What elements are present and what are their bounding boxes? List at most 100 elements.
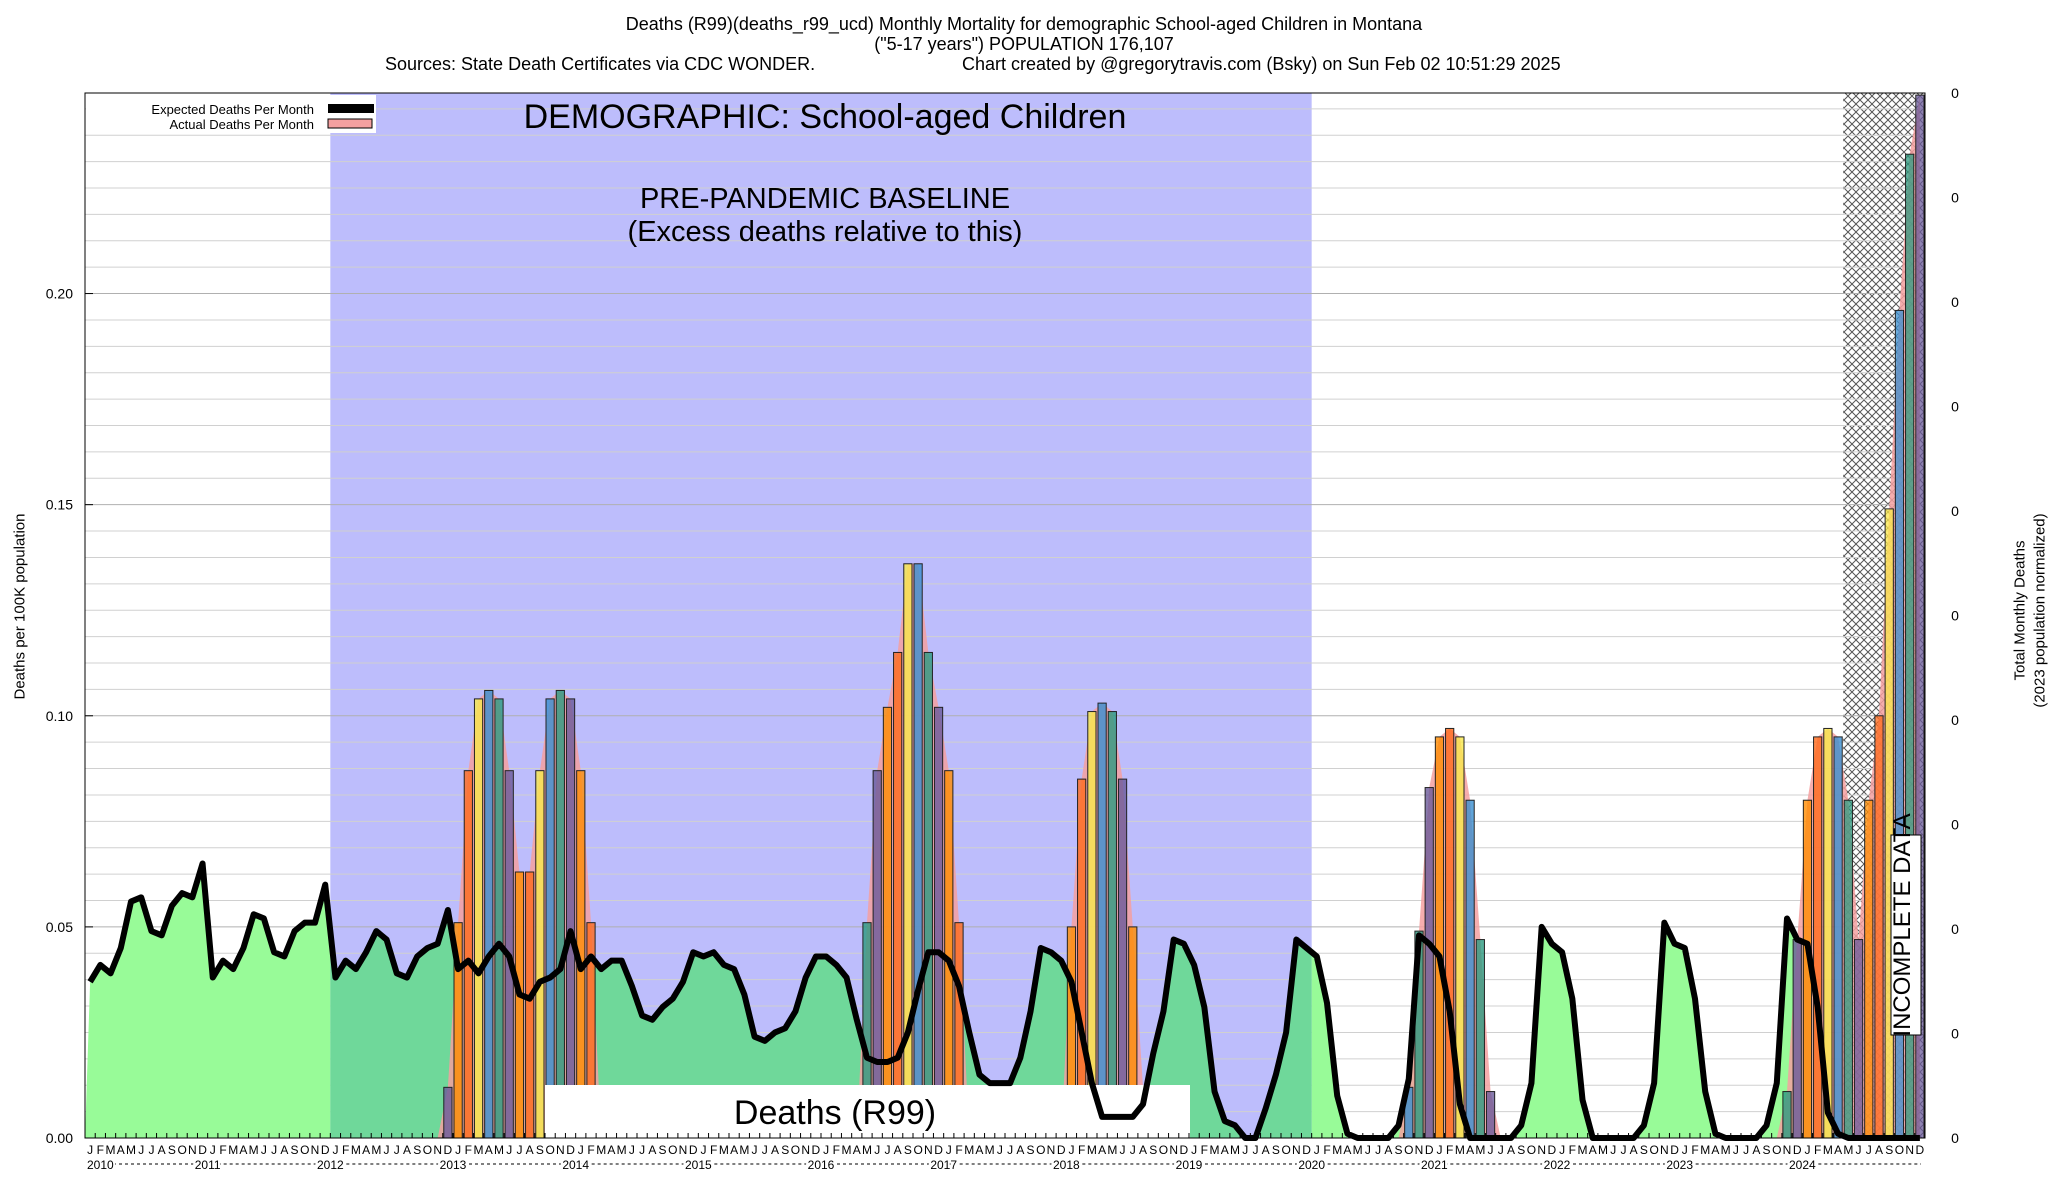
demographic-label: DEMOGRAPHIC: School-aged Children xyxy=(524,98,1127,136)
x-month-label: M xyxy=(1230,1143,1240,1157)
x-month-label: M xyxy=(371,1143,381,1157)
x-month-label: O xyxy=(423,1143,432,1157)
x-month-label: A xyxy=(1016,1143,1024,1157)
x-month-label: N xyxy=(1783,1143,1792,1157)
x-month-label: J xyxy=(752,1143,758,1157)
x-month-label: A xyxy=(362,1143,370,1157)
x-month-label: F xyxy=(955,1143,962,1157)
x-month-label: N xyxy=(801,1143,810,1157)
actual-bar xyxy=(545,698,555,1139)
x-month-label: A xyxy=(730,1143,738,1157)
chart-credit: Chart created by @gregorytravis.com (Bsk… xyxy=(962,54,1561,74)
actual-bar xyxy=(1475,939,1485,1139)
x-month-label: A xyxy=(403,1143,411,1157)
actual-bar xyxy=(1853,939,1864,1139)
x-month-label: F xyxy=(342,1143,349,1157)
x-month-label: O xyxy=(913,1143,922,1157)
legend-actual-label: Actual Deaths Per Month xyxy=(169,117,314,132)
incomplete-label: INCOMPLETE DATA xyxy=(1889,813,1916,1036)
x-month-label: D xyxy=(1425,1143,1434,1157)
x-month-label: J xyxy=(1488,1143,1494,1157)
actual-bar xyxy=(933,706,944,1139)
x-month-label: N xyxy=(679,1143,688,1157)
x-month-label: S xyxy=(1027,1143,1035,1157)
x-month-label: D xyxy=(689,1143,698,1157)
x-month-label: N xyxy=(556,1143,565,1157)
x-month-label: F xyxy=(587,1143,594,1157)
actual-bar xyxy=(1434,736,1445,1139)
x-month-label: M xyxy=(1353,1143,1363,1157)
x-month-label: J xyxy=(1375,1143,1381,1157)
cause-box xyxy=(545,1085,1190,1138)
x-month-label: N xyxy=(1905,1143,1914,1157)
x-month-label: M xyxy=(1598,1143,1608,1157)
y-tick-label: 0.00 xyxy=(46,1130,73,1146)
x-month-label: S xyxy=(904,1143,912,1157)
x-month-label: F xyxy=(1201,1143,1208,1157)
x-month-label: D xyxy=(812,1143,821,1157)
x-month-label: S xyxy=(1885,1143,1893,1157)
chart-title-line2: ("5-17 years") POPULATION 176,107 xyxy=(874,34,1174,54)
x-month-label: F xyxy=(1569,1143,1576,1157)
x-year-label: 2020 xyxy=(1298,1158,1325,1172)
x-month-label: N xyxy=(1169,1143,1178,1157)
x-month-label: J xyxy=(1804,1143,1810,1157)
x-month-label: D xyxy=(1180,1143,1189,1157)
legend-actual-swatch xyxy=(327,118,373,129)
x-month-label: S xyxy=(1395,1143,1403,1157)
x-month-label: S xyxy=(1149,1143,1157,1157)
y2-axis-label-line1: Total Monthly Deaths xyxy=(2011,540,2029,681)
x-month-label: J xyxy=(823,1143,829,1157)
x-month-label: F xyxy=(219,1143,226,1157)
x-year-label: 2022 xyxy=(1544,1158,1571,1172)
x-month-label: M xyxy=(1210,1143,1220,1157)
x-year-label: 2010 xyxy=(87,1158,114,1172)
x-month-label: J xyxy=(1365,1143,1371,1157)
actual-bar xyxy=(1864,799,1874,1139)
actual-bar xyxy=(565,698,576,1139)
actual-bar xyxy=(1117,778,1128,1139)
actual-bar xyxy=(882,706,893,1139)
x-month-label: A xyxy=(1262,1143,1270,1157)
x-month-label: J xyxy=(332,1143,338,1157)
x-month-label: J xyxy=(874,1143,880,1157)
x-month-label: N xyxy=(1047,1143,1056,1157)
x-month-label: D xyxy=(1057,1143,1066,1157)
x-month-label: F xyxy=(1691,1143,1698,1157)
x-month-label: M xyxy=(862,1143,872,1157)
x-year-label: 2024 xyxy=(1789,1158,1816,1172)
x-month-label: J xyxy=(1007,1143,1013,1157)
actual-bar xyxy=(1445,727,1455,1139)
actual-bar xyxy=(1465,799,1475,1139)
x-month-label: J xyxy=(210,1143,216,1157)
x-month-label: J xyxy=(639,1143,645,1157)
x-month-label: J xyxy=(1559,1143,1565,1157)
x-month-label: J xyxy=(700,1143,706,1157)
x-month-label: O xyxy=(1649,1143,1658,1157)
actual-bar xyxy=(1107,711,1117,1139)
x-month-label: D xyxy=(566,1143,575,1157)
x-month-label: M xyxy=(228,1143,238,1157)
x-month-label: D xyxy=(1548,1143,1557,1157)
x-month-label: A xyxy=(648,1143,656,1157)
x-month-label: O xyxy=(300,1143,309,1157)
x-month-label: A xyxy=(117,1143,125,1157)
x-month-label: M xyxy=(1475,1143,1485,1157)
legend-expected-swatch xyxy=(328,104,374,113)
x-month-label: N xyxy=(1537,1143,1546,1157)
x-month-label: S xyxy=(291,1143,299,1157)
x-month-label: J xyxy=(997,1143,1003,1157)
actual-bar xyxy=(525,871,535,1139)
x-month-label: M xyxy=(1823,1143,1833,1157)
x-month-label: M xyxy=(494,1143,504,1157)
y-tick-label: 0.10 xyxy=(46,708,73,724)
actual-bar xyxy=(913,563,923,1139)
x-month-label: J xyxy=(762,1143,768,1157)
x-month-label: A xyxy=(1752,1143,1760,1157)
actual-bar xyxy=(514,871,525,1139)
x-month-label: N xyxy=(188,1143,197,1157)
x-month-label: J xyxy=(1314,1143,1320,1157)
x-month-label: A xyxy=(280,1143,288,1157)
x-month-label: A xyxy=(853,1143,861,1157)
x-month-label: S xyxy=(413,1143,421,1157)
